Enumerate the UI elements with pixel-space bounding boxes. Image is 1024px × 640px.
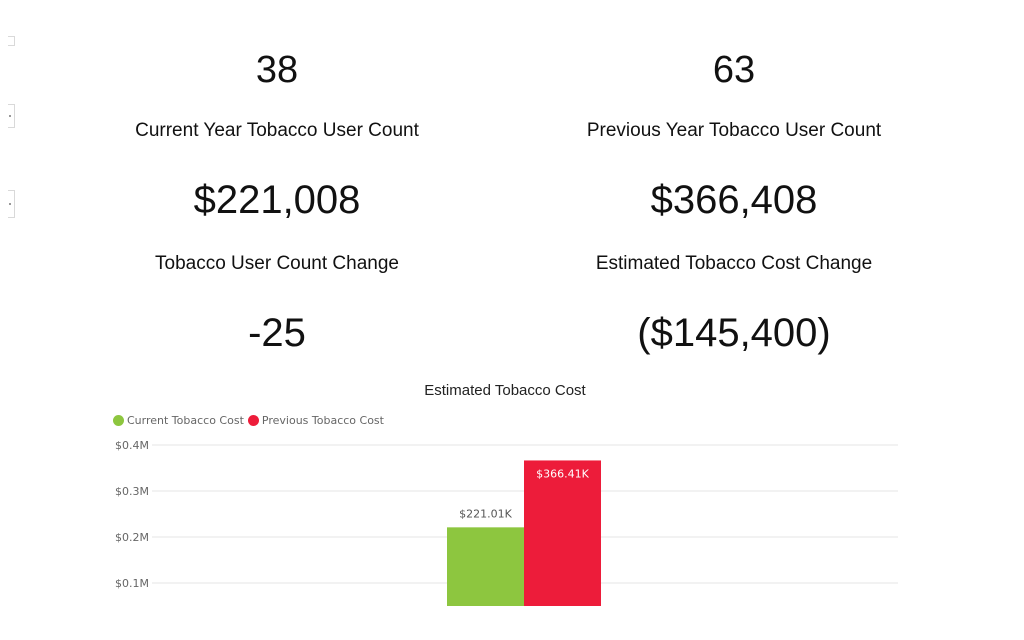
legend-marker-current — [113, 415, 124, 426]
chart-legend[interactable]: Current Tobacco Cost Previous Tobacco Co… — [113, 414, 388, 427]
current-year-count-label: Current Year Tobacco User Count — [135, 120, 419, 141]
previous-cost-value: $366,408 — [650, 178, 818, 222]
previous-year-count-value: 63 — [712, 49, 756, 91]
current-cost-value: $221,008 — [193, 178, 361, 222]
chart-title: Estimated Tobacco Cost — [424, 382, 586, 399]
y-tick-label: $0.1M — [115, 577, 149, 590]
bar-current-cost — [447, 527, 524, 606]
visual-edge-handle[interactable] — [8, 104, 15, 128]
count-change-value: -25 — [248, 311, 306, 355]
legend-label-previous: Previous Tobacco Cost — [261, 414, 384, 427]
previous-year-count-label: Previous Year Tobacco User Count — [586, 120, 882, 141]
data-label-current: $221.01K — [459, 507, 512, 520]
current-year-count-value: 38 — [255, 49, 299, 91]
legend-item-current[interactable]: Current Tobacco Cost — [113, 414, 244, 427]
visual-edge-handle[interactable] — [8, 190, 15, 218]
legend-marker-previous — [247, 415, 259, 426]
data-label-previous: $366.41K — [536, 467, 589, 480]
y-tick-label: $0.3M — [115, 485, 149, 498]
visual-edge-handle[interactable] — [8, 36, 15, 46]
legend-item-previous[interactable]: Previous Tobacco Cost — [247, 414, 384, 427]
y-tick-label: $0.2M — [115, 531, 149, 544]
cost-change-value: ($145,400) — [637, 311, 831, 355]
cost-change-label: Estimated Tobacco Cost Change — [595, 253, 873, 274]
legend-label-current: Current Tobacco Cost — [127, 414, 244, 427]
y-tick-label: $0.4M — [115, 439, 149, 452]
bar-previous-cost — [524, 460, 601, 606]
count-change-label: Tobacco User Count Change — [155, 253, 399, 274]
